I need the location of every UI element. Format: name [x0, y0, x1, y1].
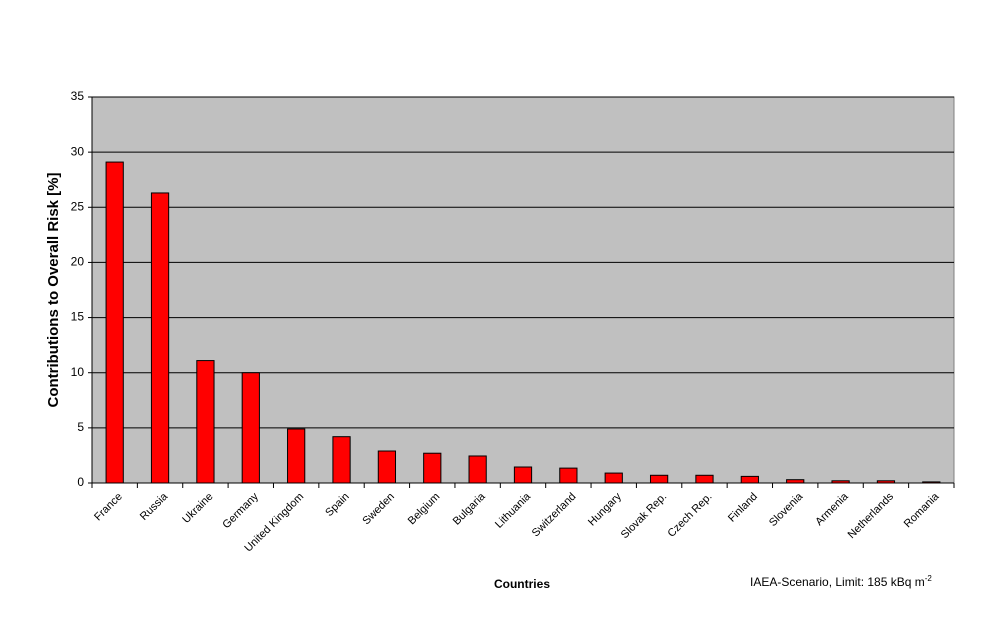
- bar: [786, 479, 805, 484]
- bar: [423, 452, 442, 484]
- x-tick-label: Switzerland: [530, 491, 579, 540]
- y-tick-label: 35: [71, 89, 85, 103]
- x-axis-label: Countries: [494, 577, 550, 591]
- bar: [468, 455, 487, 484]
- x-tick-label: Slovak Rep.: [619, 491, 669, 541]
- x-tick-label: Russia: [138, 490, 171, 523]
- x-tick-label: Spain: [323, 491, 351, 519]
- x-tick-label: Sweden: [360, 491, 397, 528]
- annotation: IAEA-Scenario, Limit: 185 kBq m-2: [750, 574, 932, 589]
- y-tick-label: 0: [77, 475, 84, 489]
- y-tick-label: 30: [71, 144, 85, 158]
- bar: [559, 467, 578, 484]
- annotation-superscript: -2: [925, 574, 933, 583]
- x-tick-label: Germany: [220, 490, 261, 531]
- x-tick-label: Hungary: [586, 490, 624, 528]
- x-tick-label: Czech Rep.: [665, 491, 714, 540]
- bar: [105, 161, 124, 484]
- bar: [150, 192, 170, 484]
- plot-area: [91, 96, 955, 484]
- x-tick-label: Belgium: [406, 491, 443, 528]
- x-tick-label: Lithuania: [493, 490, 534, 531]
- x-tick-label: France: [92, 491, 125, 524]
- bar: [241, 372, 260, 484]
- bar: [604, 472, 623, 484]
- bar: [332, 436, 351, 484]
- bar: [831, 480, 850, 484]
- y-axis-label: Contributions to Overall Risk [%]: [45, 172, 62, 407]
- x-tick-label: Finland: [726, 491, 760, 525]
- x-tick-label: Slovenia: [767, 490, 806, 529]
- x-tick-label: Bulgaria: [451, 490, 489, 528]
- y-tick-label: 20: [71, 255, 85, 269]
- bar: [196, 360, 215, 484]
- annotation-text: IAEA-Scenario, Limit: 185 kBq m: [750, 575, 925, 589]
- y-tick-label: 25: [71, 199, 85, 213]
- y-tick-label: 15: [71, 310, 85, 324]
- y-tick-label: 5: [77, 420, 84, 434]
- x-tick-label: Netherlands: [846, 490, 897, 541]
- bar: [740, 475, 759, 484]
- x-tick-label: Ukraine: [180, 491, 215, 526]
- x-tick-label: Romania: [902, 490, 942, 530]
- bar: [876, 480, 896, 484]
- bar: [287, 428, 306, 484]
- bar: [649, 474, 669, 484]
- y-tick-label: 10: [71, 365, 85, 379]
- bar: [695, 474, 714, 484]
- x-tick-label: Armenia: [813, 490, 851, 528]
- bar: [922, 481, 941, 484]
- bar: [377, 450, 397, 484]
- bar: [513, 466, 533, 484]
